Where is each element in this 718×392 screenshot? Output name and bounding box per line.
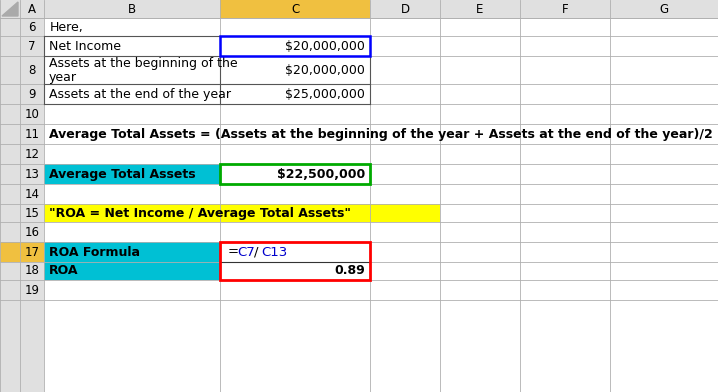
Bar (220, 242, 370, 262)
Text: C: C (291, 2, 299, 16)
Text: 17: 17 (24, 245, 39, 258)
Text: 6: 6 (28, 20, 36, 33)
Text: Average Total Assets: Average Total Assets (49, 167, 195, 180)
Bar (0, 0, 44, 392)
Bar (220, 242, 370, 280)
Bar (220, 36, 370, 56)
Text: F: F (561, 2, 569, 16)
Bar (44, 164, 220, 184)
Text: $20,000,000: $20,000,000 (285, 64, 365, 76)
Text: 10: 10 (24, 107, 39, 120)
Text: C7: C7 (237, 245, 255, 258)
Text: 18: 18 (24, 265, 39, 278)
Bar (220, 262, 370, 280)
Bar (220, 164, 370, 184)
Text: Assets at the beginning of the: Assets at the beginning of the (49, 56, 238, 69)
Text: Net Income: Net Income (49, 40, 121, 53)
Text: year: year (49, 71, 77, 83)
Text: 0.89: 0.89 (335, 265, 365, 278)
Text: 16: 16 (24, 225, 39, 238)
Text: A: A (28, 2, 36, 16)
Text: 13: 13 (24, 167, 39, 180)
Text: 9: 9 (28, 87, 36, 100)
Bar (44, 84, 370, 104)
Text: Here,: Here, (50, 20, 84, 33)
Bar (44, 204, 440, 222)
Text: C13: C13 (261, 245, 287, 258)
Text: /: / (254, 245, 258, 258)
Text: 8: 8 (28, 64, 36, 76)
Bar (0, 0, 718, 18)
Text: =: = (228, 245, 239, 258)
Bar (44, 242, 220, 262)
Bar (44, 262, 220, 280)
Text: $20,000,000: $20,000,000 (285, 40, 365, 53)
Text: $22,500,000: $22,500,000 (276, 167, 365, 180)
Text: 7: 7 (28, 40, 36, 53)
Text: 19: 19 (24, 283, 39, 296)
Text: G: G (659, 2, 668, 16)
Text: "ROA = Net Income / Average Total Assets": "ROA = Net Income / Average Total Assets… (49, 207, 351, 220)
Text: 12: 12 (24, 147, 39, 160)
Bar (220, 0, 370, 18)
Text: E: E (476, 2, 484, 16)
Text: 11: 11 (24, 127, 39, 140)
Bar (44, 56, 370, 84)
Text: ROA Formula: ROA Formula (49, 245, 140, 258)
Text: B: B (128, 2, 136, 16)
Text: Average Total Assets = (Assets at the beginning of the year + Assets at the end : Average Total Assets = (Assets at the be… (49, 127, 713, 140)
Text: D: D (401, 2, 409, 16)
Text: 15: 15 (24, 207, 39, 220)
Bar (44, 36, 370, 56)
Text: $25,000,000: $25,000,000 (285, 87, 365, 100)
Polygon shape (2, 2, 18, 16)
Bar (0, 242, 44, 262)
Text: 14: 14 (24, 187, 39, 200)
Bar (220, 164, 370, 184)
Text: ROA: ROA (49, 265, 78, 278)
Text: Assets at the end of the year: Assets at the end of the year (49, 87, 231, 100)
